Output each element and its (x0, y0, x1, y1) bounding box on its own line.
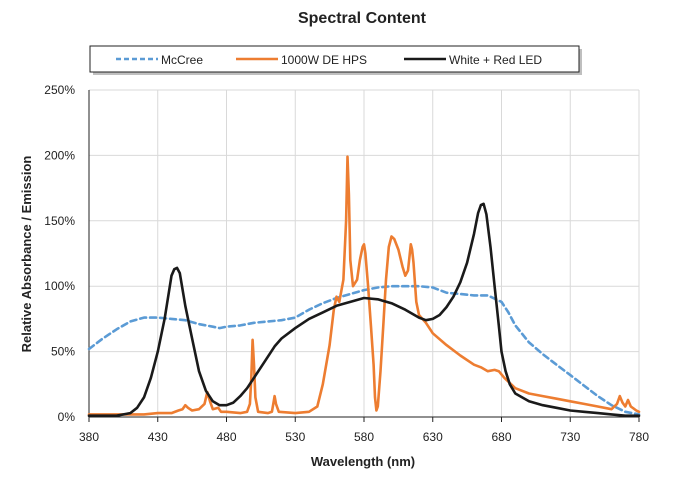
x-tick-label: 480 (216, 430, 236, 444)
x-tick-label: 430 (148, 430, 168, 444)
tick-labels: 0% 50% 100% 150% 200% 250% 380 430 480 530 580 630 6… (44, 83, 649, 444)
x-axis-title: Wavelength (nm) (311, 454, 415, 469)
series-mccree (87, 284, 641, 416)
y-tick-label: 200% (44, 148, 75, 162)
y-tick-label: 150% (44, 214, 75, 228)
x-tick-label: 780 (629, 430, 649, 444)
y-tick-label: 0% (58, 410, 76, 424)
legend-box (89, 45, 580, 73)
series-hps (87, 155, 641, 416)
x-tick-label: 680 (491, 430, 511, 444)
x-tick-label: 580 (354, 430, 374, 444)
legend: McCree 1000W DE HPS White + Red LED (89, 45, 582, 75)
legend-label-hps: 1000W DE HPS (281, 53, 367, 67)
x-tick-label: 380 (79, 430, 99, 444)
legend-label-mccree: McCree (161, 53, 203, 67)
x-tick-label: 530 (285, 430, 305, 444)
y-tick-label: 250% (44, 83, 75, 97)
chart-title: Spectral Content (298, 10, 427, 27)
x-tick-label: 730 (560, 430, 580, 444)
series-led (87, 202, 641, 417)
x-tick-label: 630 (423, 430, 443, 444)
y-tick-label: 100% (44, 279, 75, 293)
y-axis-title: Relative Absorbance / Emission (19, 156, 34, 353)
axes (88, 90, 640, 422)
plot-area (87, 155, 641, 417)
gridlines (89, 89, 640, 417)
legend-label-led: White + Red LED (449, 53, 542, 67)
y-tick-label: 50% (51, 345, 75, 359)
